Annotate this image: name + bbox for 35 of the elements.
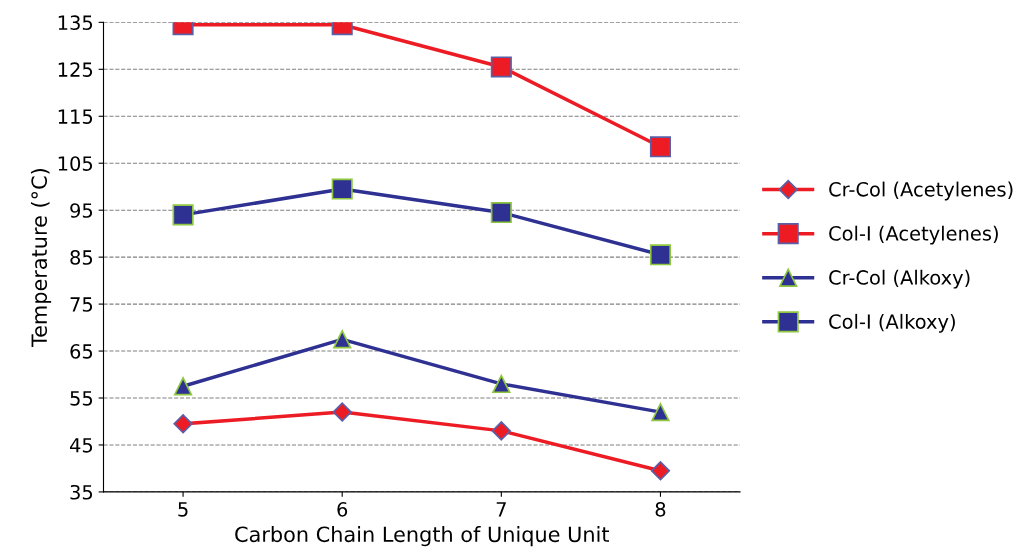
point xyxy=(331,178,353,200)
x-tick-label: 7 xyxy=(496,502,506,517)
y-tick-label: 45 xyxy=(69,438,93,453)
y-tick-label: 135 xyxy=(58,15,93,31)
point xyxy=(490,56,512,78)
x-tick-label: 8 xyxy=(655,501,666,517)
point xyxy=(332,402,352,422)
point xyxy=(492,374,511,394)
y-tick-label: 125 xyxy=(58,62,93,77)
legend-label: Cr-Col (Alkoxy) xyxy=(829,269,970,289)
y-tick-label: 85 xyxy=(70,250,93,265)
point xyxy=(651,402,670,422)
y-tick-label: 95 xyxy=(70,203,93,218)
point xyxy=(650,461,671,481)
y-tick-label: 35 xyxy=(70,484,93,500)
point xyxy=(491,421,512,441)
x-axis-title: Carbon Chain Length of Unique Unit xyxy=(235,526,610,547)
y-axis-title: Temperature (°C) xyxy=(30,169,52,348)
x-tick-label: 6 xyxy=(337,501,348,517)
point xyxy=(333,330,352,349)
y-tick-label: 65 xyxy=(70,344,93,359)
point xyxy=(649,136,672,158)
y-tick-label: 105 xyxy=(58,156,93,171)
point xyxy=(490,201,512,224)
x-tick-label: 5 xyxy=(178,502,188,517)
legend-label: Col-I (Alkoxy) xyxy=(829,313,955,333)
point xyxy=(173,377,193,396)
point xyxy=(173,414,193,434)
legend-label: Col-I (Acetylenes) xyxy=(829,225,998,245)
y-tick-label: 115 xyxy=(58,109,93,124)
y-tick-label: 55 xyxy=(70,391,93,406)
y-tick-label: 75 xyxy=(70,297,93,312)
point xyxy=(172,204,194,226)
legend-label: Cr-Col (Acetylenes) xyxy=(829,181,1013,201)
point xyxy=(649,244,672,266)
